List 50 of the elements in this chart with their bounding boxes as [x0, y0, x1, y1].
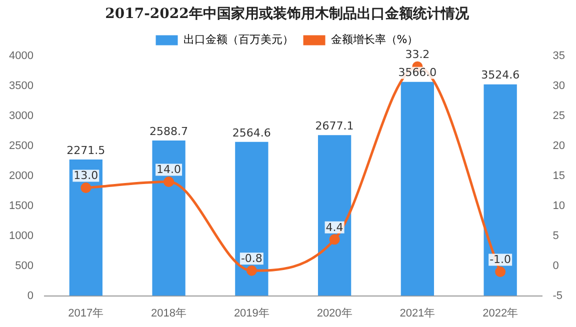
y2-tick-label: 25 [552, 110, 566, 122]
bar [318, 135, 352, 296]
y2-tick-label: 30 [552, 80, 566, 92]
data-label: 2564.6 [232, 126, 271, 140]
y2-tick-label: 20 [552, 140, 566, 152]
y-tick-label: 3000 [8, 110, 34, 122]
data-label: 3524.6 [481, 68, 520, 82]
point [495, 266, 506, 278]
data-label: 4.4 [326, 220, 344, 234]
point [329, 234, 340, 245]
x-tick-label: 2018年 [151, 307, 187, 320]
y-tick-label: 500 [15, 260, 34, 272]
y2-tick-label: 15 [552, 170, 566, 182]
y-tick-label: 0 [27, 290, 34, 302]
legend-label: 金额增长率（%） [330, 33, 418, 46]
chart-title: 2017-2022年中国家用或装饰用木制品出口金额统计情况 [105, 5, 470, 22]
y-tick-label: 1000 [8, 230, 34, 242]
bar [152, 140, 186, 296]
y-tick-label: 2000 [8, 170, 34, 182]
bar [235, 142, 268, 296]
y-tick-label: 2500 [8, 140, 34, 152]
point [80, 182, 92, 194]
bar [484, 84, 517, 296]
data-label: 2677.1 [315, 120, 354, 133]
data-label: -0.8 [240, 252, 262, 265]
data-label: 33.2 [405, 48, 430, 61]
bar [400, 82, 434, 296]
y-tick-label: 4000 [8, 50, 34, 62]
legend-label: 出口金额（百万美元） [183, 33, 294, 46]
x-tick-label: 2019年 [234, 307, 270, 320]
y2-tick-label: 5 [552, 230, 559, 242]
point [246, 265, 257, 276]
x-tick-label: 2022年 [482, 307, 518, 320]
data-label: 3566.0 [398, 66, 437, 80]
point [164, 176, 174, 188]
y2-tick-label: -5 [552, 290, 563, 302]
x-tick-label: 2017年 [68, 307, 104, 320]
data-label: 14.0 [156, 163, 182, 176]
y2-tick-label: 10 [552, 200, 566, 212]
bar [69, 160, 102, 296]
y-tick-label: 1500 [8, 200, 34, 212]
data-label: 2271.5 [66, 144, 106, 157]
data-label: 2588.7 [150, 124, 188, 138]
y2-tick-label: 0 [552, 260, 559, 272]
data-label: -1.0 [490, 253, 512, 266]
y2-tick-label: 35 [552, 50, 566, 62]
x-tick-label: 2021年 [400, 307, 436, 320]
data-label: 13.0 [74, 169, 98, 182]
y-tick-label: 3500 [8, 80, 34, 92]
x-tick-label: 2020年 [316, 307, 352, 320]
